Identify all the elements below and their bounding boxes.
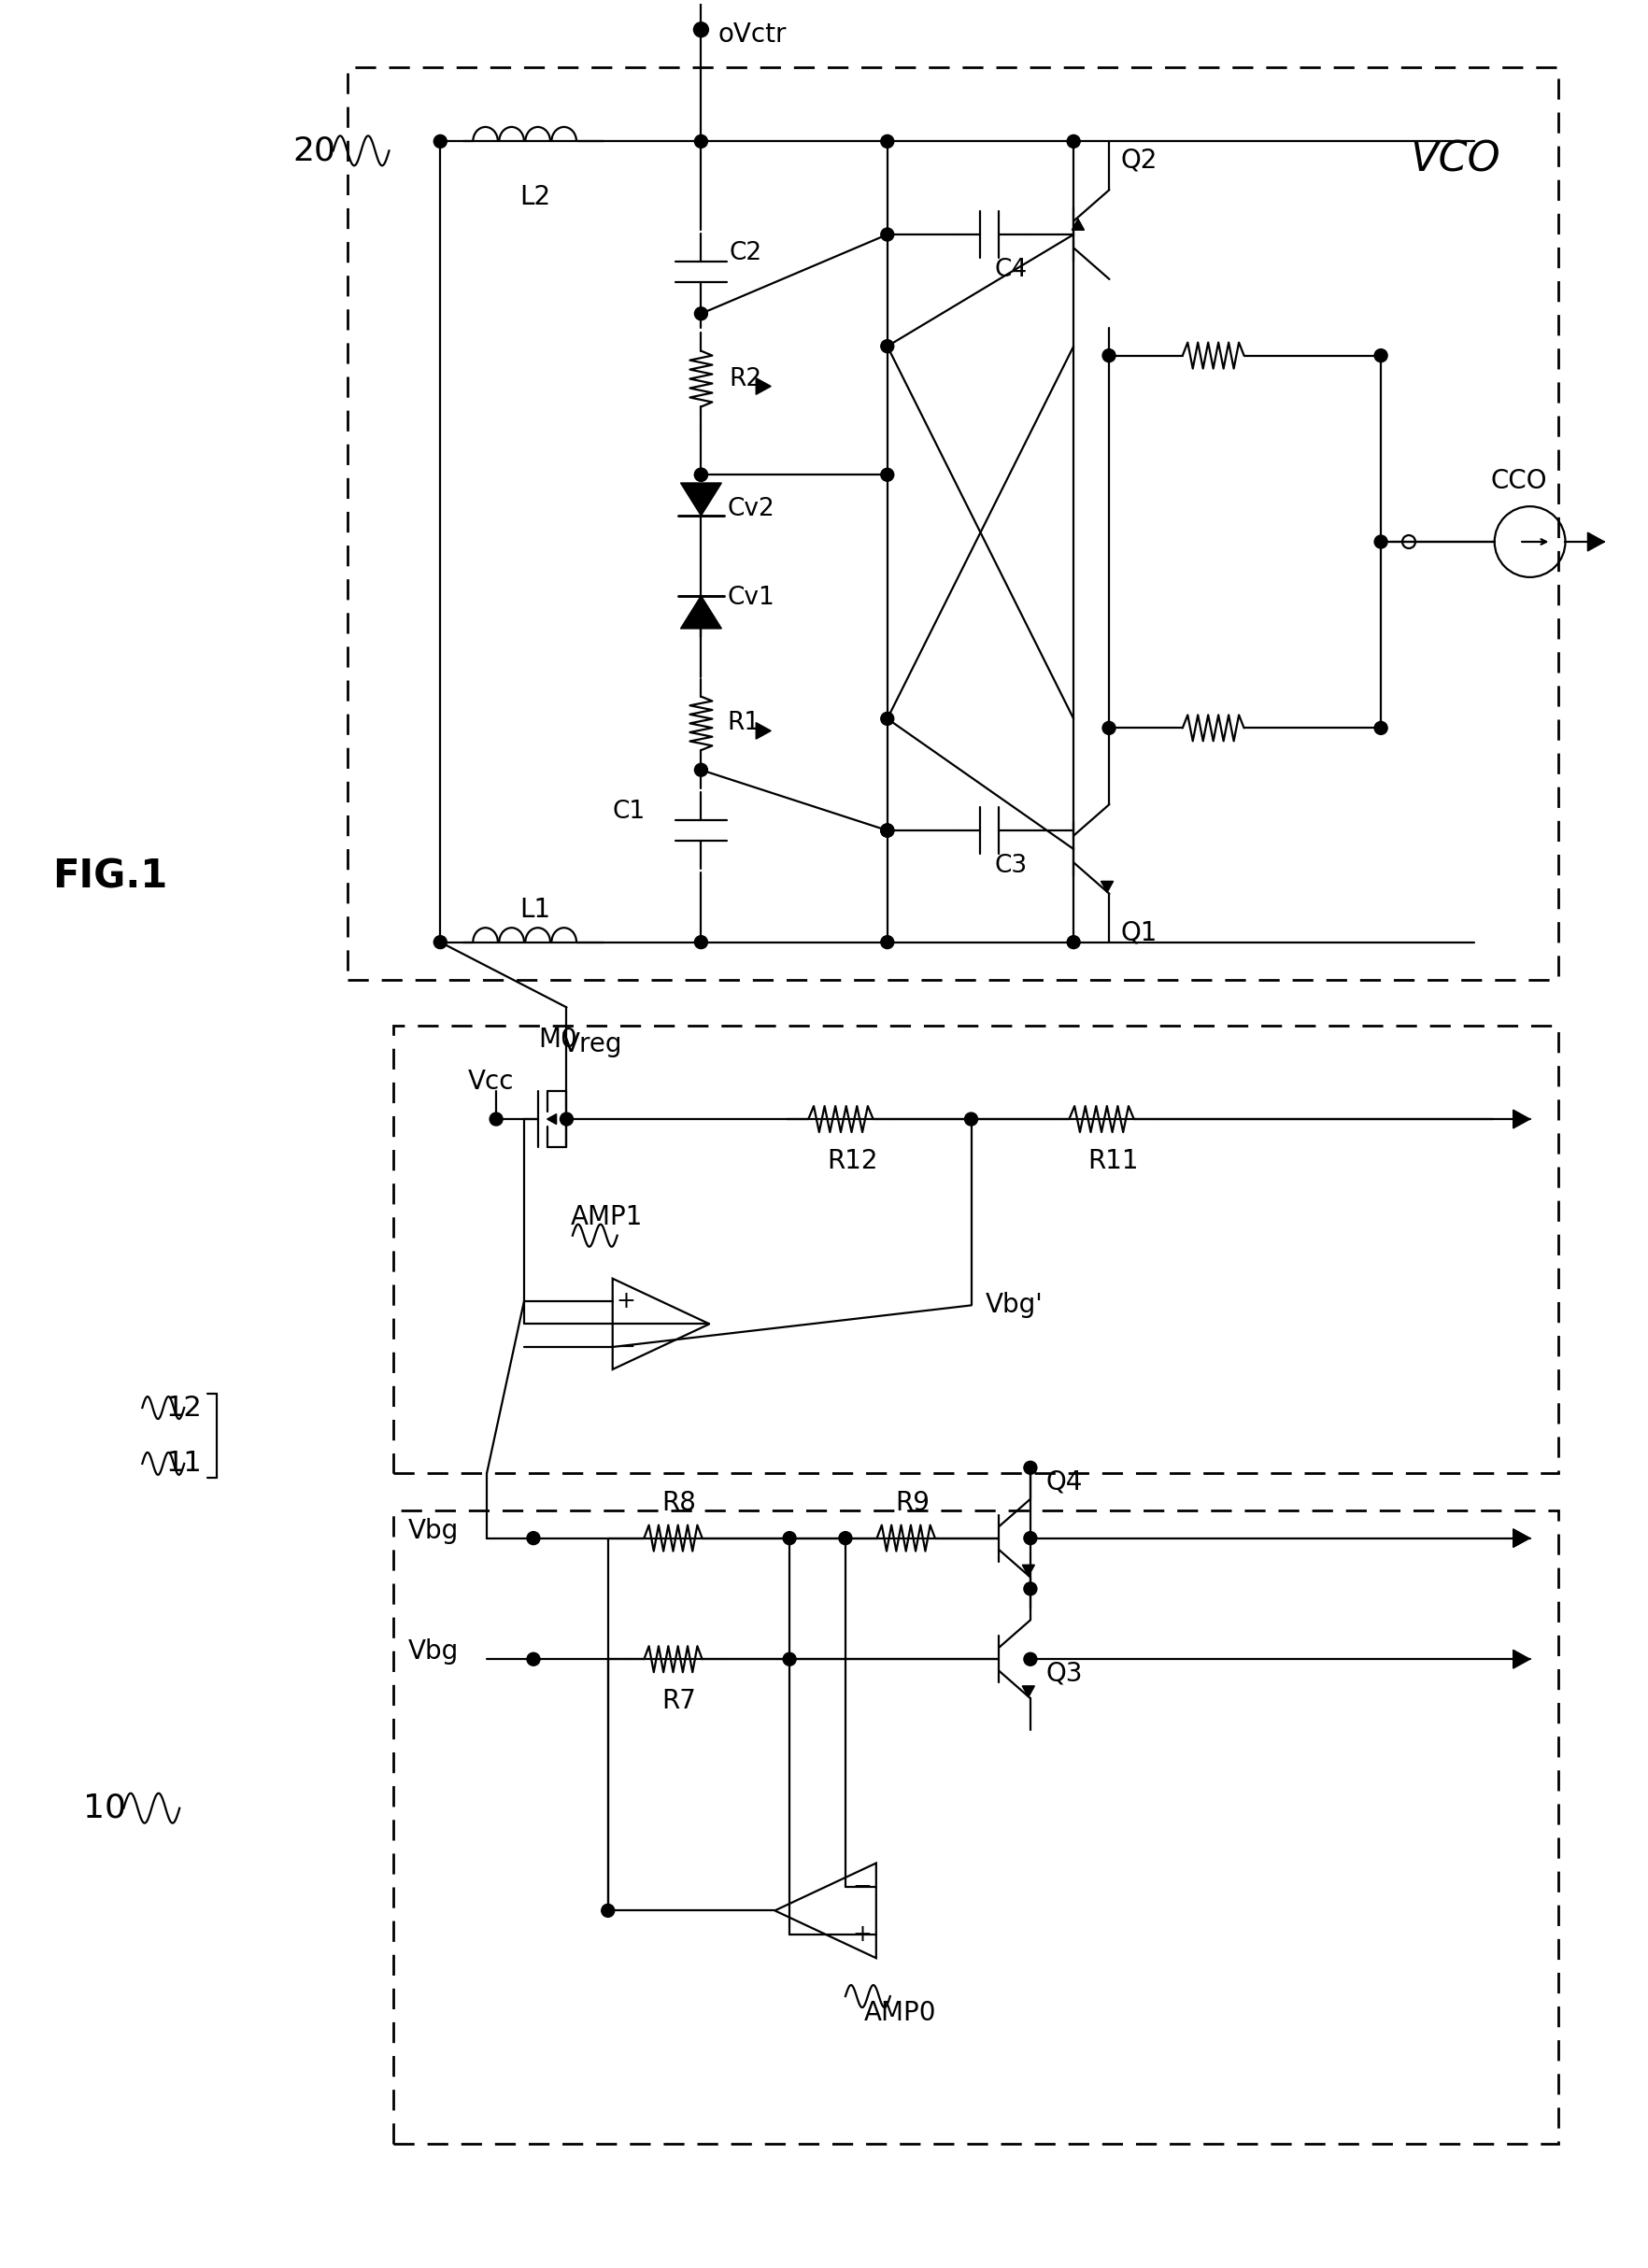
Text: Q4: Q4: [1045, 1470, 1081, 1495]
Text: Q2: Q2: [1119, 147, 1157, 172]
Circle shape: [694, 467, 707, 481]
Circle shape: [1023, 1583, 1037, 1594]
Circle shape: [489, 1114, 503, 1125]
Circle shape: [783, 1653, 796, 1665]
Circle shape: [880, 340, 893, 354]
Circle shape: [880, 937, 893, 948]
Polygon shape: [1587, 533, 1604, 551]
Text: −: −: [616, 1336, 636, 1359]
Polygon shape: [1513, 1109, 1529, 1127]
Text: L2: L2: [519, 184, 550, 211]
Text: R2: R2: [728, 367, 761, 390]
Circle shape: [880, 712, 893, 726]
Text: Vbg: Vbg: [409, 1640, 458, 1665]
Circle shape: [880, 823, 893, 837]
Text: FIG.1: FIG.1: [53, 857, 166, 896]
Text: Q3: Q3: [1045, 1660, 1083, 1685]
Circle shape: [433, 134, 447, 147]
Circle shape: [1103, 349, 1114, 363]
Text: R8: R8: [661, 1490, 695, 1515]
Circle shape: [880, 229, 893, 240]
Polygon shape: [755, 723, 771, 739]
Text: Vbg: Vbg: [409, 1517, 458, 1545]
Polygon shape: [755, 379, 771, 395]
Text: Vcc: Vcc: [468, 1068, 514, 1095]
Polygon shape: [1022, 1565, 1033, 1576]
Circle shape: [1374, 535, 1386, 549]
Text: R11: R11: [1088, 1148, 1137, 1175]
Text: Vbg': Vbg': [984, 1293, 1042, 1318]
Text: R9: R9: [895, 1490, 929, 1515]
Text: R7: R7: [661, 1687, 695, 1715]
Circle shape: [433, 937, 447, 948]
Circle shape: [1023, 1461, 1037, 1474]
Circle shape: [694, 306, 707, 320]
Text: C4: C4: [994, 259, 1027, 281]
Circle shape: [1374, 349, 1386, 363]
Circle shape: [1023, 1653, 1037, 1665]
Polygon shape: [1101, 882, 1112, 891]
Text: Vreg: Vreg: [562, 1032, 621, 1057]
Text: Q1: Q1: [1119, 921, 1157, 946]
Text: +: +: [852, 1923, 872, 1946]
Circle shape: [602, 1905, 615, 1916]
Text: VCO: VCO: [1409, 141, 1500, 179]
Text: oVctr: oVctr: [717, 20, 786, 48]
Polygon shape: [1513, 1649, 1529, 1669]
Polygon shape: [1513, 1529, 1529, 1547]
Circle shape: [1103, 721, 1114, 735]
Polygon shape: [547, 1114, 555, 1125]
Circle shape: [560, 1114, 574, 1125]
Circle shape: [964, 1114, 977, 1125]
Circle shape: [1066, 134, 1079, 147]
Polygon shape: [681, 483, 722, 515]
Circle shape: [839, 1531, 852, 1545]
Circle shape: [694, 937, 707, 948]
Text: 10: 10: [84, 1792, 127, 1823]
Circle shape: [694, 23, 709, 36]
Text: +: +: [616, 1290, 636, 1313]
Text: C3: C3: [994, 853, 1027, 878]
Circle shape: [527, 1653, 539, 1665]
Bar: [394, 1510, 1557, 2143]
Circle shape: [1023, 1531, 1037, 1545]
Text: Cv1: Cv1: [727, 585, 775, 610]
Circle shape: [1066, 937, 1079, 948]
Circle shape: [880, 134, 893, 147]
Circle shape: [880, 467, 893, 481]
Circle shape: [783, 1531, 796, 1545]
Text: Cv2: Cv2: [727, 497, 775, 522]
Polygon shape: [1022, 1685, 1033, 1696]
Text: −: −: [852, 1876, 872, 1898]
Text: L1: L1: [519, 896, 550, 923]
Circle shape: [694, 467, 707, 481]
Text: R1: R1: [727, 712, 760, 735]
Polygon shape: [1071, 218, 1084, 229]
Text: 12: 12: [166, 1395, 203, 1422]
Text: AMP0: AMP0: [864, 2000, 936, 2025]
Text: C1: C1: [611, 801, 644, 823]
Circle shape: [527, 1531, 539, 1545]
Circle shape: [694, 134, 707, 147]
Circle shape: [1374, 721, 1386, 735]
Text: AMP1: AMP1: [570, 1204, 643, 1229]
Circle shape: [694, 764, 707, 776]
Circle shape: [880, 823, 893, 837]
Text: 20: 20: [293, 134, 336, 166]
Polygon shape: [681, 596, 722, 628]
Text: 11: 11: [166, 1449, 203, 1476]
Text: M0: M0: [537, 1027, 577, 1052]
Text: CCO: CCO: [1490, 467, 1546, 494]
Text: C2: C2: [728, 240, 761, 265]
Bar: [348, 66, 1557, 980]
Circle shape: [880, 823, 893, 837]
Text: R12: R12: [826, 1148, 877, 1175]
Bar: [394, 1025, 1557, 1472]
